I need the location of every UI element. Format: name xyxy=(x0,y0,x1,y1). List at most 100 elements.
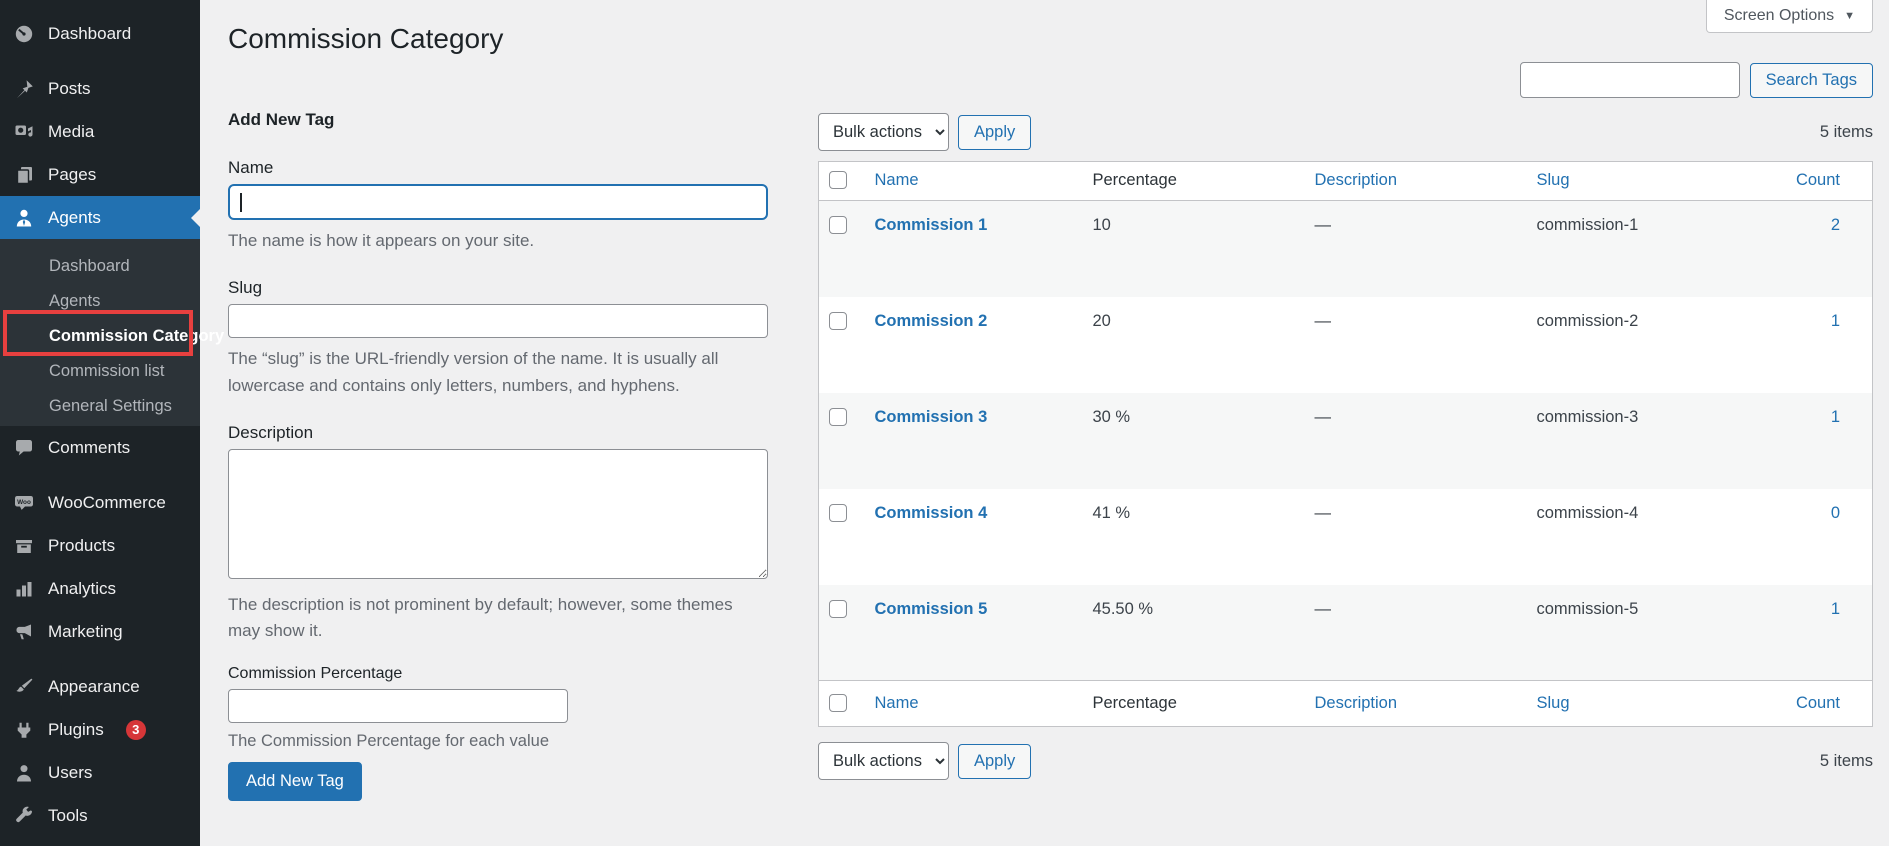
sidebar-item-comments[interactable]: Comments xyxy=(0,426,200,469)
sidebar-item-analytics[interactable]: Analytics xyxy=(0,567,200,610)
items-count-bottom: 5 items xyxy=(1819,751,1873,770)
wrench-icon xyxy=(13,805,35,827)
sidebar-item-pages[interactable]: Pages xyxy=(0,153,200,196)
sidebar-item-appearance[interactable]: Appearance xyxy=(0,665,200,708)
woocommerce-logo-icon: Woo xyxy=(13,492,35,514)
tag-name-link[interactable]: Commission 4 xyxy=(874,503,988,522)
tag-slug: commission-2 xyxy=(1536,311,1639,330)
tag-slug: commission-4 xyxy=(1536,503,1639,522)
slug-input[interactable] xyxy=(228,304,768,339)
column-header-description[interactable]: Description xyxy=(1314,171,1398,189)
name-help-text: The name is how it appears on your site. xyxy=(228,231,535,250)
row-checkbox[interactable] xyxy=(829,503,847,522)
screen-options-label: Screen Options xyxy=(1723,7,1835,24)
column-header-name[interactable]: Name xyxy=(874,171,919,189)
column-footer-slug[interactable]: Slug xyxy=(1536,694,1570,712)
sidebar-item-products[interactable]: Products xyxy=(0,524,200,567)
select-all-checkbox[interactable] xyxy=(829,171,847,189)
table-row: Commission 5 45.50 % — commission-5 1 xyxy=(818,584,1873,681)
agents-submenu: Dashboard Agents Commission Category Com… xyxy=(0,239,225,426)
name-input[interactable] xyxy=(228,184,768,220)
bar-chart-icon xyxy=(13,578,35,600)
sidebar-item-label: Posts xyxy=(48,78,91,98)
column-footer-percentage: Percentage xyxy=(1092,694,1177,712)
sidebar-item-label: Pages xyxy=(48,164,97,184)
screen-options-button[interactable]: Screen Options ▼ xyxy=(1705,0,1873,33)
agent-person-icon xyxy=(13,207,35,229)
sidebar-item-agents[interactable]: Agents xyxy=(0,196,200,239)
sidebar-item-woocommerce[interactable]: Woo WooCommerce xyxy=(0,481,200,524)
column-footer-name[interactable]: Name xyxy=(874,694,919,712)
tag-description: — xyxy=(1314,407,1332,426)
search-input[interactable] xyxy=(1519,62,1740,98)
commission-percentage-input[interactable] xyxy=(228,688,568,723)
row-checkbox[interactable] xyxy=(829,311,847,330)
apply-button[interactable]: Apply xyxy=(958,114,1032,150)
select-all-checkbox[interactable] xyxy=(829,694,847,712)
sidebar-item-label: Dashboard xyxy=(48,23,132,43)
tag-percentage: 45.50 % xyxy=(1092,599,1154,618)
sidebar-item-label: Users xyxy=(48,762,93,782)
bulk-actions-select[interactable]: Bulk actions xyxy=(818,113,949,151)
tag-count-link[interactable]: 2 xyxy=(1830,216,1840,234)
pages-icon xyxy=(13,164,35,186)
sidebar-item-plugins[interactable]: Plugins 3 xyxy=(0,708,200,751)
main-content: Screen Options ▼ Commission Category Add… xyxy=(200,0,1889,846)
tag-count-link[interactable]: 1 xyxy=(1830,599,1840,618)
description-help-text: The description is not prominent by defa… xyxy=(228,595,733,641)
table-row: Commission 1 10 — commission-1 2 xyxy=(818,200,1873,297)
sidebar-item-media[interactable]: Media xyxy=(0,110,200,153)
sidebar-item-label: Tools xyxy=(48,805,88,825)
tag-count-link[interactable]: 1 xyxy=(1830,407,1840,426)
submenu-item-agents[interactable]: Agents xyxy=(49,292,101,310)
sidebar-item-tools[interactable]: Tools xyxy=(0,794,200,837)
column-header-count[interactable]: Count xyxy=(1795,171,1840,189)
submenu-item-general-settings[interactable]: General Settings xyxy=(49,397,172,415)
add-new-tag-button[interactable]: Add New Tag xyxy=(228,762,362,802)
column-footer-description[interactable]: Description xyxy=(1314,694,1398,712)
table-row: Commission 2 20 — commission-2 1 xyxy=(819,297,1873,393)
sidebar-item-dashboard[interactable]: Dashboard xyxy=(0,12,200,55)
page-title: Commission Category xyxy=(228,23,504,54)
sidebar-item-label: Media xyxy=(48,121,95,141)
submenu-item-dashboard[interactable]: Dashboard xyxy=(49,257,130,275)
column-header-slug[interactable]: Slug xyxy=(1536,171,1570,189)
sidebar-item-label: Plugins xyxy=(48,719,104,739)
tag-description: — xyxy=(1314,216,1332,234)
dashboard-icon xyxy=(13,23,35,45)
tag-count-link[interactable]: 0 xyxy=(1830,503,1840,522)
submenu-item-commission-category[interactable]: Commission Category xyxy=(49,327,225,345)
tag-description: — xyxy=(1314,599,1332,618)
column-footer-count[interactable]: Count xyxy=(1795,694,1840,712)
chevron-down-icon: ▼ xyxy=(1844,10,1855,22)
sidebar-item-label: Products xyxy=(48,535,116,555)
apply-button-bottom[interactable]: Apply xyxy=(958,743,1032,779)
table-row: Commission 4 41 % — commission-4 0 xyxy=(819,489,1873,585)
tag-slug: commission-5 xyxy=(1536,599,1639,618)
pushpin-icon xyxy=(13,78,35,100)
row-checkbox[interactable] xyxy=(829,407,847,426)
description-label: Description xyxy=(228,423,314,443)
tags-table: Name Percentage Description Slug Count C… xyxy=(818,161,1873,727)
tag-percentage: 41 % xyxy=(1092,503,1131,522)
tag-name-link[interactable]: Commission 5 xyxy=(874,599,988,618)
row-checkbox[interactable] xyxy=(829,216,847,234)
tag-count-link[interactable]: 1 xyxy=(1830,311,1840,330)
table-footer-row: Name Percentage Description Slug Count xyxy=(818,680,1873,727)
search-tags-button[interactable]: Search Tags xyxy=(1749,62,1873,98)
bulk-actions-select-bottom[interactable]: Bulk actions xyxy=(818,742,949,780)
description-textarea[interactable] xyxy=(228,449,768,580)
tag-name-link[interactable]: Commission 3 xyxy=(874,407,988,426)
sidebar-item-users[interactable]: Users xyxy=(0,751,200,794)
name-label: Name xyxy=(228,158,274,177)
row-checkbox[interactable] xyxy=(829,599,847,618)
sidebar-item-posts[interactable]: Posts xyxy=(0,67,200,110)
tag-name-link[interactable]: Commission 2 xyxy=(874,311,988,330)
submenu-item-commission-list[interactable]: Commission list xyxy=(49,362,165,380)
tag-name-link[interactable]: Commission 1 xyxy=(874,216,988,234)
user-icon xyxy=(13,762,35,784)
slug-label: Slug xyxy=(228,278,263,298)
commission-percentage-label: Commission Percentage xyxy=(228,664,403,682)
sidebar-item-marketing[interactable]: Marketing xyxy=(0,610,200,653)
tablenav-bottom: Bulk actions Apply 5 items xyxy=(818,742,1873,780)
